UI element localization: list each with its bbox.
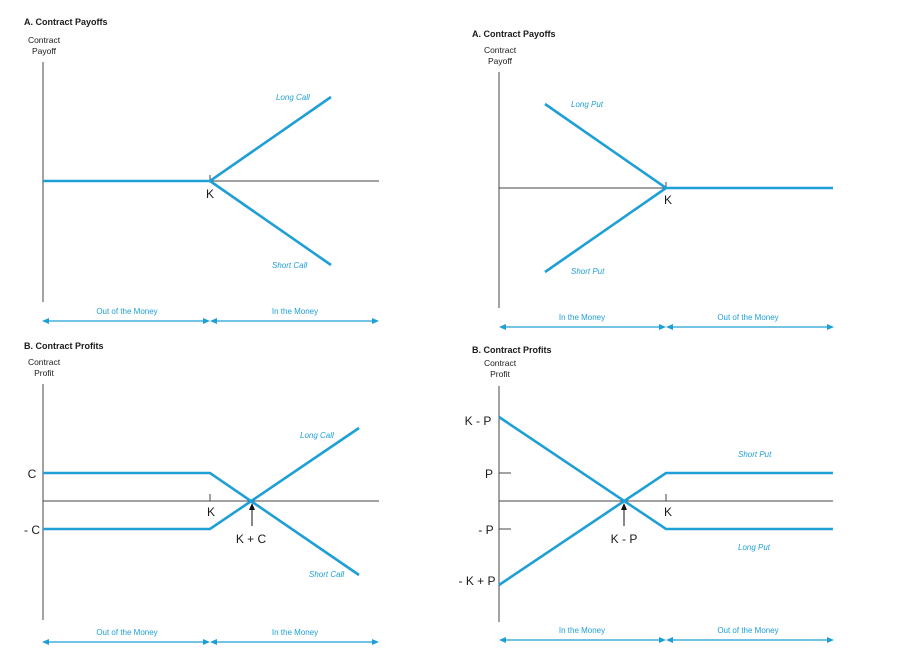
call-payoff-ylabel-line1: Contract [28,35,61,45]
call-payoff-otm-label: Out of the Money [96,307,157,316]
put-profit-otm-label: Out of the Money [717,626,778,635]
long-put-payoff-label: Long Put [571,100,604,109]
short-call-profit-label: Short Call [309,570,344,579]
call-payoff-itm-arrowhead-right [372,318,379,324]
put-payoff-itm-label: In the Money [559,313,605,322]
short-put-profit-line [498,471,833,587]
short-call-payoff-label: Short Call [272,261,307,270]
put-profit-itm-arrowhead-right [659,637,666,643]
call-payoff-otm-arrowhead-left [42,318,49,324]
put-payoff-ylabel-line1: Contract [484,45,517,55]
short-put-payoff-line [544,186,667,274]
put-profit-strike-label: K [664,505,672,519]
call-payoff-otm-arrowhead-right [203,318,210,324]
short-call-profit-line [43,471,360,577]
panel-call-profit: B. Contract Profits Contract Profit K C … [24,341,379,645]
call-payoff-title: A. Contract Payoffs [24,17,108,27]
panel-call-payoff: A. Contract Payoffs Contract Payoff K Lo… [24,17,379,324]
call-profit-strike-label: K [207,505,215,519]
put-breakeven-arrowhead [621,503,627,510]
put-profit-min-label: - K + P [458,574,495,588]
call-breakeven-arrowhead [249,503,255,510]
long-call-payoff-line [43,95,332,183]
call-profit-premium-label: C [28,467,37,481]
call-profit-otm-arrowhead-right [203,639,210,645]
put-payoff-otm-arrowhead-right [827,324,834,330]
panel-put-profit: B. Contract Profits Contract Profit K K … [458,345,834,643]
long-put-profit-line [498,415,833,531]
call-profit-itm-label: In the Money [272,628,318,637]
call-payoff-strike-label: K [206,187,214,201]
put-payoff-otm-label: Out of the Money [717,313,778,322]
long-put-profit-label: Long Put [738,543,771,552]
call-profit-itm-arrowhead-right [372,639,379,645]
call-profit-ylabel-line2: Profit [34,368,54,378]
put-profit-premium-label: P [485,467,493,481]
long-call-payoff-label: Long Call [276,93,310,102]
put-payoff-otm-arrowhead-left [666,324,673,330]
put-payoff-title: A. Contract Payoffs [472,29,556,39]
put-payoff-itm-arrowhead-right [659,324,666,330]
call-profit-otm-label: Out of the Money [96,628,157,637]
call-payoff-itm-arrowhead-left [210,318,217,324]
long-put-payoff-line [544,102,833,190]
call-profit-itm-arrowhead-left [210,639,217,645]
put-payoff-strike-label: K [664,193,672,207]
put-profit-ylabel-line1: Contract [484,358,517,368]
put-profit-title: B. Contract Profits [472,345,552,355]
put-profit-ylabel-line2: Profit [490,369,510,379]
long-call-profit-label: Long Call [300,431,334,440]
put-profit-otm-arrowhead-left [666,637,673,643]
put-payoff-ylabel-line2: Payoff [488,56,513,66]
panel-put-payoff: A. Contract Payoffs Contract Payoff K Lo… [472,29,834,330]
put-profit-otm-arrowhead-right [827,637,834,643]
put-profit-max-label: K - P [465,414,492,428]
call-profit-otm-arrowhead-left [42,639,49,645]
call-profit-ylabel-line1: Contract [28,357,61,367]
put-payoff-itm-arrowhead-left [499,324,506,330]
call-breakeven-label: K + C [236,532,267,546]
call-payoff-itm-label: In the Money [272,307,318,316]
short-put-payoff-label: Short Put [571,267,605,276]
call-profit-neg-premium-label: - C [24,523,40,537]
put-profit-itm-label: In the Money [559,626,605,635]
put-profit-neg-premium-label: - P [478,523,493,537]
long-call-profit-line [43,426,360,531]
call-payoff-ylabel-line2: Payoff [32,46,57,56]
short-call-payoff-line [209,179,332,267]
put-profit-itm-arrowhead-left [499,637,506,643]
short-put-profit-label: Short Put [738,450,772,459]
put-breakeven-label: K - P [611,532,638,546]
call-profit-title: B. Contract Profits [24,341,104,351]
